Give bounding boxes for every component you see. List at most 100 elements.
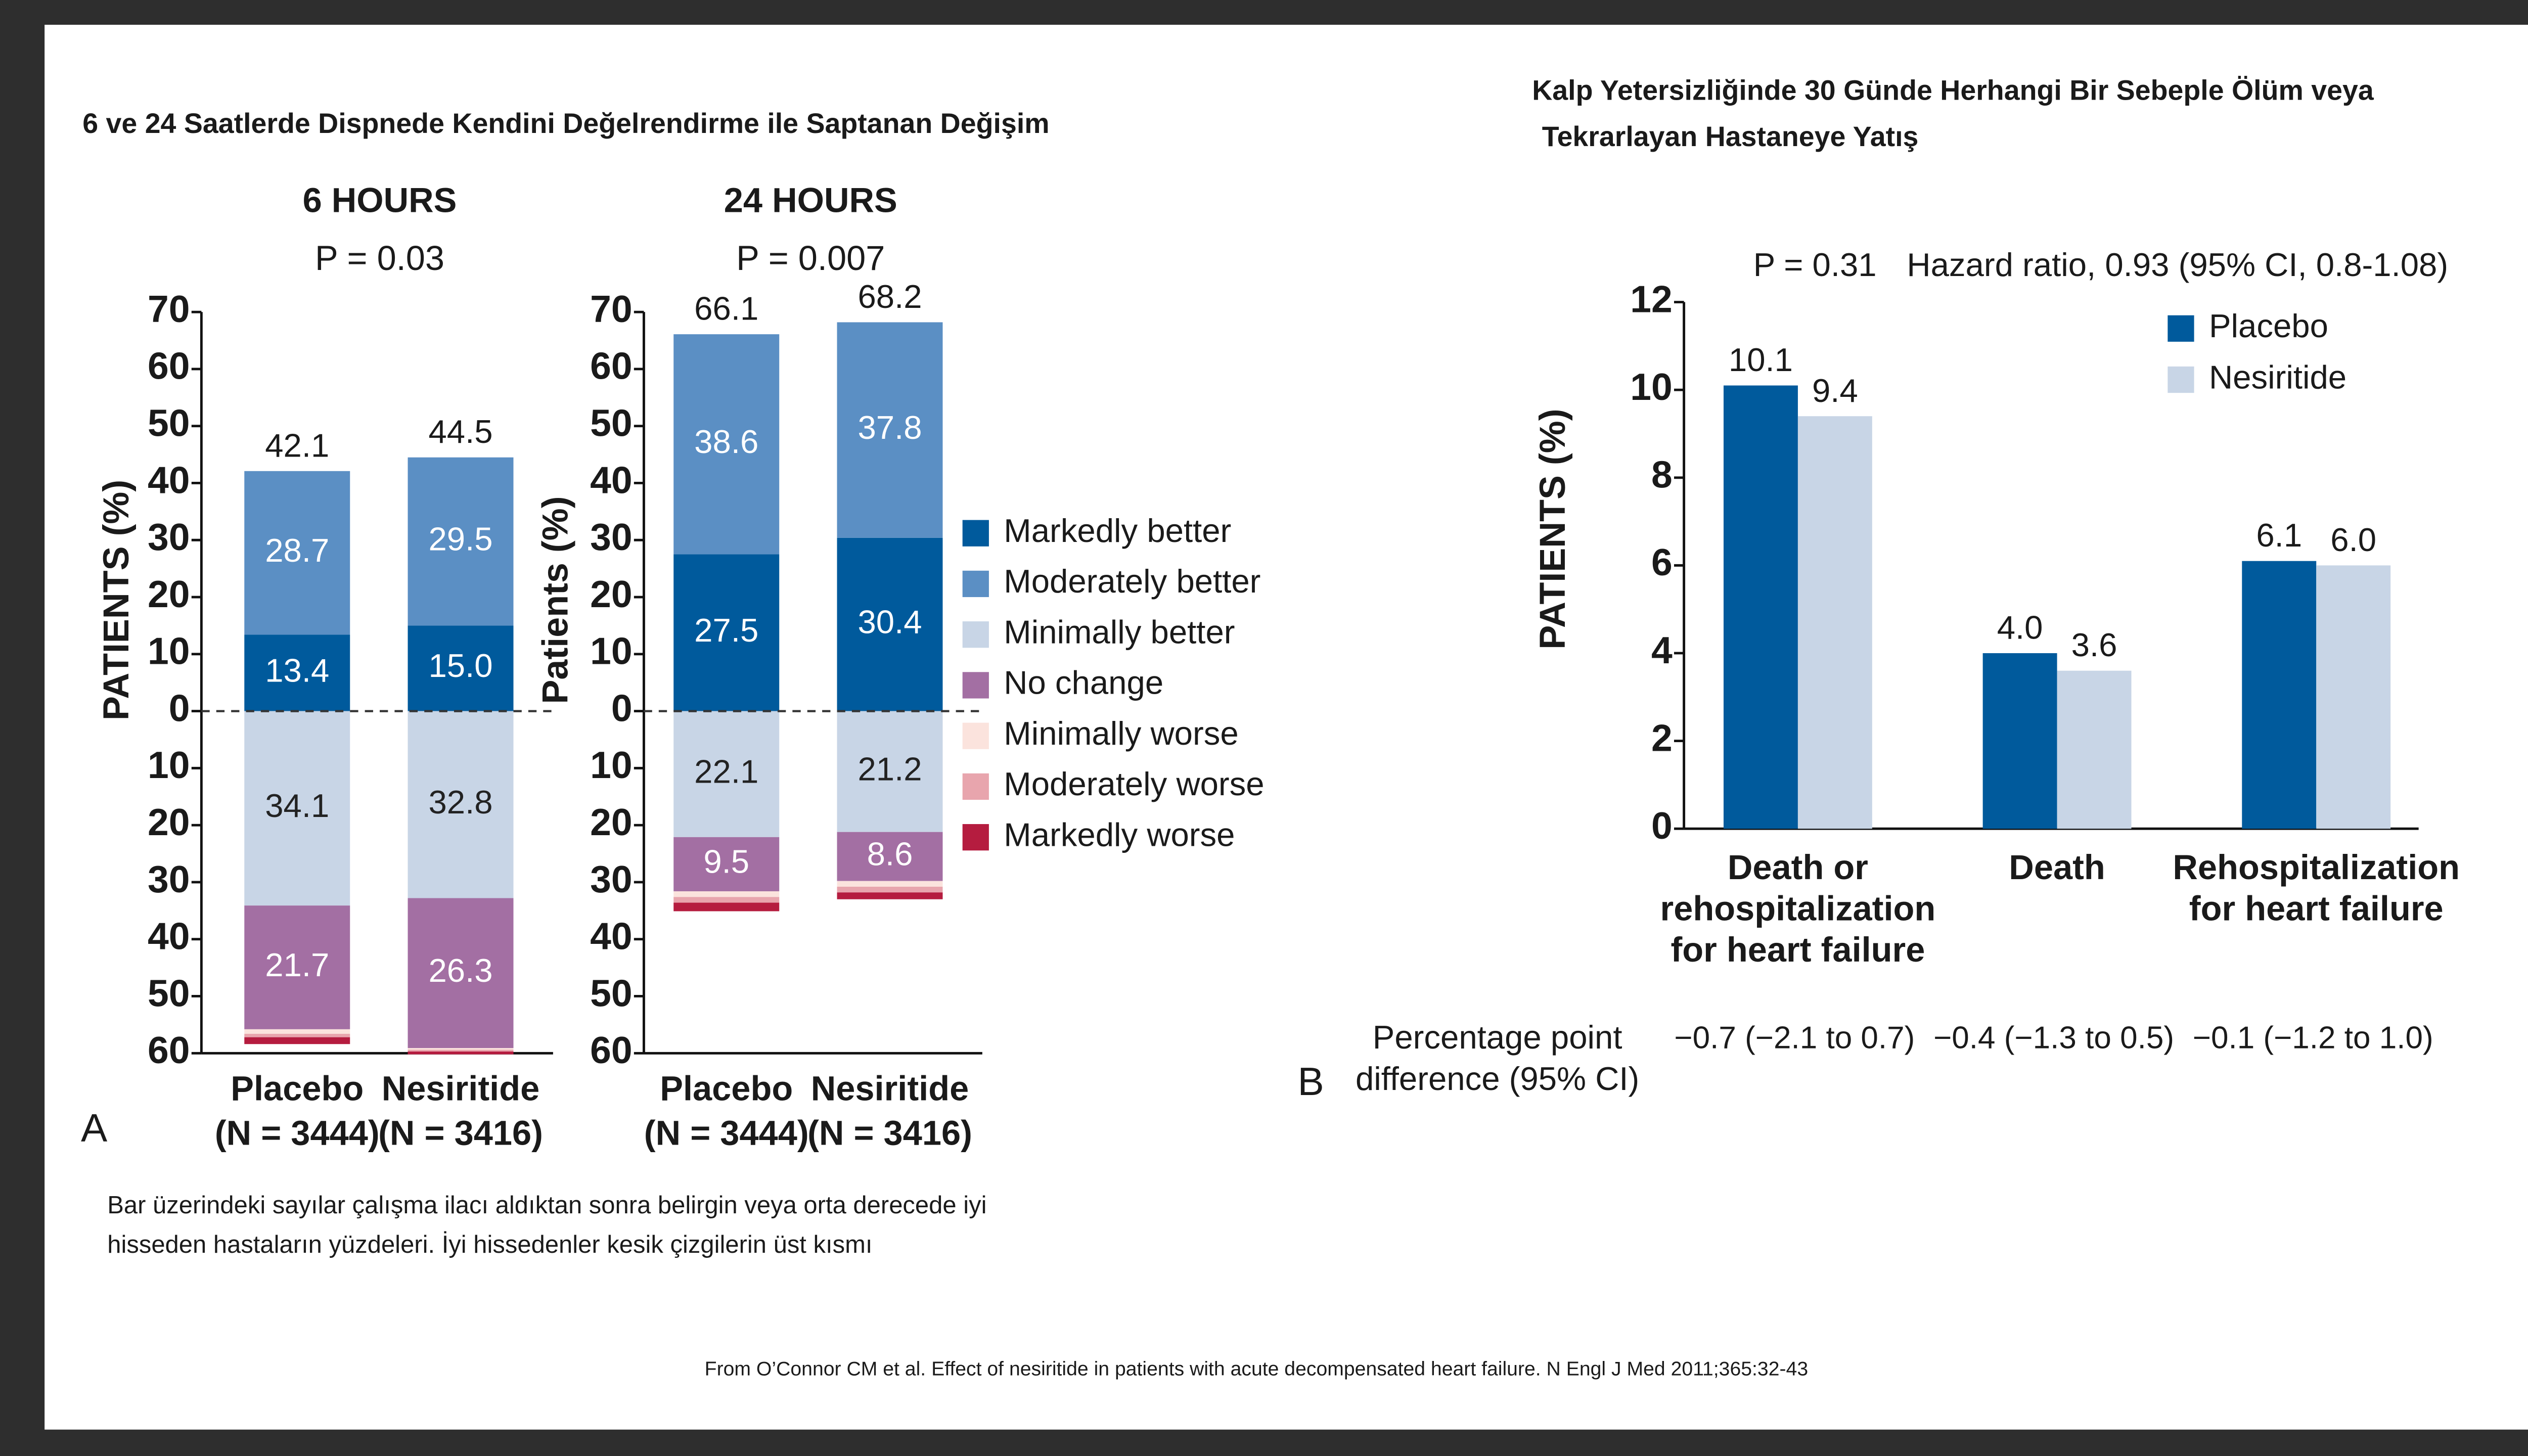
- bar: [1723, 385, 1798, 829]
- legend-swatch: [962, 773, 989, 800]
- legend-swatch: [2168, 366, 2194, 393]
- bar-segment: [837, 537, 943, 711]
- bar-segment: [408, 1048, 514, 1050]
- legend-label: Placebo: [2209, 307, 2328, 344]
- x-tick-label: Placebo: [231, 1069, 364, 1108]
- y-tick-label: 20: [148, 801, 190, 843]
- chart-title: 6 HOURS: [303, 181, 457, 220]
- value-label: 10.1: [1729, 341, 1793, 378]
- x-tick-label: Rehospitalization for heart failure: [2173, 848, 2460, 928]
- slide-title-b: Tekrarlayan Hastaneye Yatış: [1542, 121, 1919, 152]
- legend-label: No change: [1004, 664, 1163, 701]
- y-tick-label: 40: [148, 459, 190, 501]
- value-label: 6.0: [2330, 521, 2376, 558]
- bar-segment: [837, 832, 943, 881]
- bar-segment: [837, 886, 943, 893]
- legend-swatch: [962, 722, 989, 749]
- segment-label: 26.3: [428, 952, 492, 989]
- segment-label: 15.0: [428, 647, 492, 684]
- y-tick-label: 30: [590, 858, 633, 900]
- y-tick-label: 60: [590, 345, 633, 387]
- legend-swatch: [962, 520, 989, 547]
- bar-segment: [673, 897, 780, 903]
- y-tick-label: 6: [1651, 541, 1673, 583]
- annotation: Hazard ratio, 0.93 (95% CI, 0.8-1.08): [1907, 246, 2448, 283]
- y-tick-label: 10: [148, 744, 190, 786]
- bar-segment: [673, 711, 780, 837]
- y-tick-label: 4: [1651, 629, 1673, 671]
- bar-segment: [408, 711, 514, 898]
- legend-swatch: [2168, 315, 2194, 342]
- segment-label: 38.6: [694, 423, 758, 460]
- y-tick-label: 2: [1651, 716, 1673, 759]
- bar-segment: [244, 711, 350, 906]
- value-label: 3.6: [2071, 626, 2117, 663]
- bar-segment: [837, 892, 943, 899]
- y-tick-label: 10: [1630, 366, 1673, 408]
- total-label: 68.2: [857, 278, 922, 315]
- bar: [1982, 653, 2057, 829]
- y-axis-label: PATIENTS (%): [1532, 408, 1573, 649]
- y-tick-label: 50: [590, 972, 633, 1014]
- y-tick-label: 12: [1630, 278, 1673, 320]
- x-tick-sublabel: (N = 3444): [644, 1114, 809, 1153]
- panel-label: B: [1298, 1059, 1324, 1104]
- y-tick-label: 0: [1651, 804, 1673, 847]
- segment-label: 37.8: [857, 409, 922, 446]
- y-tick-label: 0: [169, 687, 190, 729]
- bar: [2316, 565, 2391, 829]
- y-tick-label: 70: [148, 288, 190, 330]
- y-tick-label: 30: [148, 858, 190, 900]
- legend-label: Minimally better: [1004, 613, 1235, 650]
- segment-label: 21.7: [265, 946, 329, 983]
- bar-segment: [673, 902, 780, 912]
- x-tick-label: Nesiritide: [382, 1069, 539, 1108]
- source: From O’Connor CM et al. Effect of nesiri…: [705, 1358, 1808, 1380]
- segment-label: 9.5: [703, 843, 749, 880]
- segment-label: 32.8: [428, 784, 492, 821]
- bar-segment: [673, 837, 780, 891]
- bar-segment: [244, 905, 350, 1029]
- legend-label: Nesiritide: [2209, 358, 2346, 395]
- chart-title: 24 HOURS: [724, 181, 897, 220]
- legend-label: Moderately worse: [1004, 765, 1264, 802]
- bar: [1797, 416, 1872, 829]
- difference: −0.4 (−1.3 to 0.5): [1933, 1021, 2174, 1056]
- y-tick-label: 50: [590, 402, 633, 444]
- y-tick-label: 40: [590, 459, 633, 501]
- bar-segment: [408, 457, 514, 626]
- caption: hisseden hastaların yüzdeleri. İyi hisse…: [107, 1231, 872, 1258]
- y-axis-label: Patients (%): [535, 496, 576, 704]
- legend-swatch: [962, 824, 989, 851]
- bar-segment: [408, 1051, 514, 1055]
- value-label: 9.4: [1812, 372, 1858, 409]
- y-tick-label: 8: [1651, 453, 1673, 496]
- x-tick-sublabel: (N = 3416): [378, 1114, 543, 1153]
- y-tick-label: 10: [590, 744, 633, 786]
- legend-swatch: [962, 570, 989, 598]
- total-label: 66.1: [694, 290, 758, 327]
- y-tick-label: 50: [148, 402, 190, 444]
- y-tick-label: 70: [590, 288, 633, 330]
- chart-subtitle: P = 0.007: [736, 239, 885, 278]
- bar-segment: [408, 898, 514, 1049]
- y-tick-label: 40: [148, 915, 190, 958]
- segment-label: 13.4: [265, 652, 329, 689]
- segment-label: 22.1: [694, 753, 758, 790]
- y-tick-label: 10: [590, 630, 633, 672]
- bar-segment: [837, 711, 943, 832]
- difference: −0.1 (−1.2 to 1.0): [2193, 1021, 2433, 1056]
- y-tick-label: 60: [590, 1029, 633, 1071]
- y-tick-label: 60: [148, 1029, 190, 1071]
- slide-title-a: 6 ve 24 Saatlerde Dispnede Kendini Değel…: [82, 108, 1049, 139]
- segment-label: 27.5: [694, 612, 758, 649]
- total-label: 44.5: [428, 413, 492, 450]
- y-tick-label: 20: [590, 573, 633, 615]
- legend-label: Markedly better: [1004, 512, 1231, 549]
- legend-swatch: [962, 621, 989, 648]
- bar-segment: [837, 322, 943, 538]
- slide-title-b: Kalp Yetersizliğinde 30 Günde Herhangi B…: [1532, 75, 2374, 106]
- x-tick-label: Nesiritide: [811, 1069, 969, 1108]
- difference-label: Percentage point difference (95% CI): [1356, 1019, 1639, 1097]
- y-tick-label: 10: [148, 630, 190, 672]
